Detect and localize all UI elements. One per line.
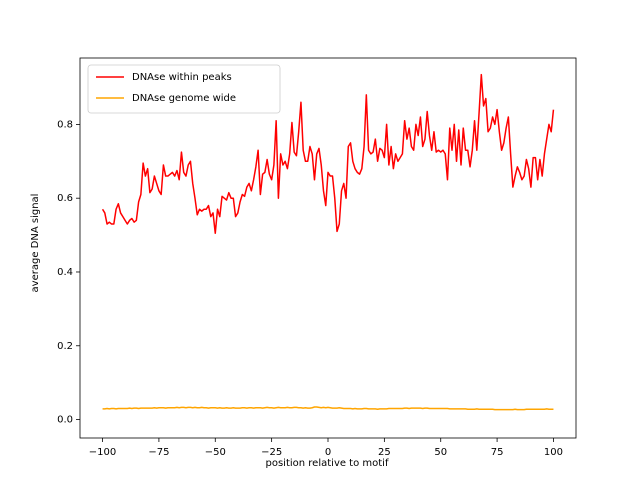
- x-tick-label: 50: [434, 447, 447, 458]
- data-line: [102, 406, 554, 411]
- data-line: [101, 73, 555, 234]
- y-tick-label: 0.2: [57, 341, 73, 352]
- x-tick-label: 0: [325, 447, 331, 458]
- x-tick-label: −75: [148, 447, 169, 458]
- legend-label: DNAse genome wide: [132, 93, 236, 104]
- x-tick-label: −100: [89, 447, 116, 458]
- y-tick-label: 0.0: [57, 415, 73, 426]
- x-tick-label: 25: [378, 447, 391, 458]
- legend-box: [87, 64, 281, 114]
- y-tick-label: 0.8: [57, 119, 73, 130]
- y-tick-label: 0.4: [57, 267, 73, 278]
- x-tick-label: −25: [261, 447, 282, 458]
- x-axis-label: position relative to motif: [266, 458, 389, 469]
- x-tick-label: 100: [544, 447, 563, 458]
- x-tick-label: −50: [205, 447, 226, 458]
- y-tick-label: 0.6: [57, 193, 73, 204]
- legend: DNAse within peaks DNAse genome wide: [87, 64, 281, 114]
- x-tick-label: 75: [491, 447, 504, 458]
- plot-frame: [79, 57, 577, 439]
- y-axis-label: average DNA signal: [30, 194, 41, 293]
- legend-label: DNAse within peaks: [132, 72, 232, 83]
